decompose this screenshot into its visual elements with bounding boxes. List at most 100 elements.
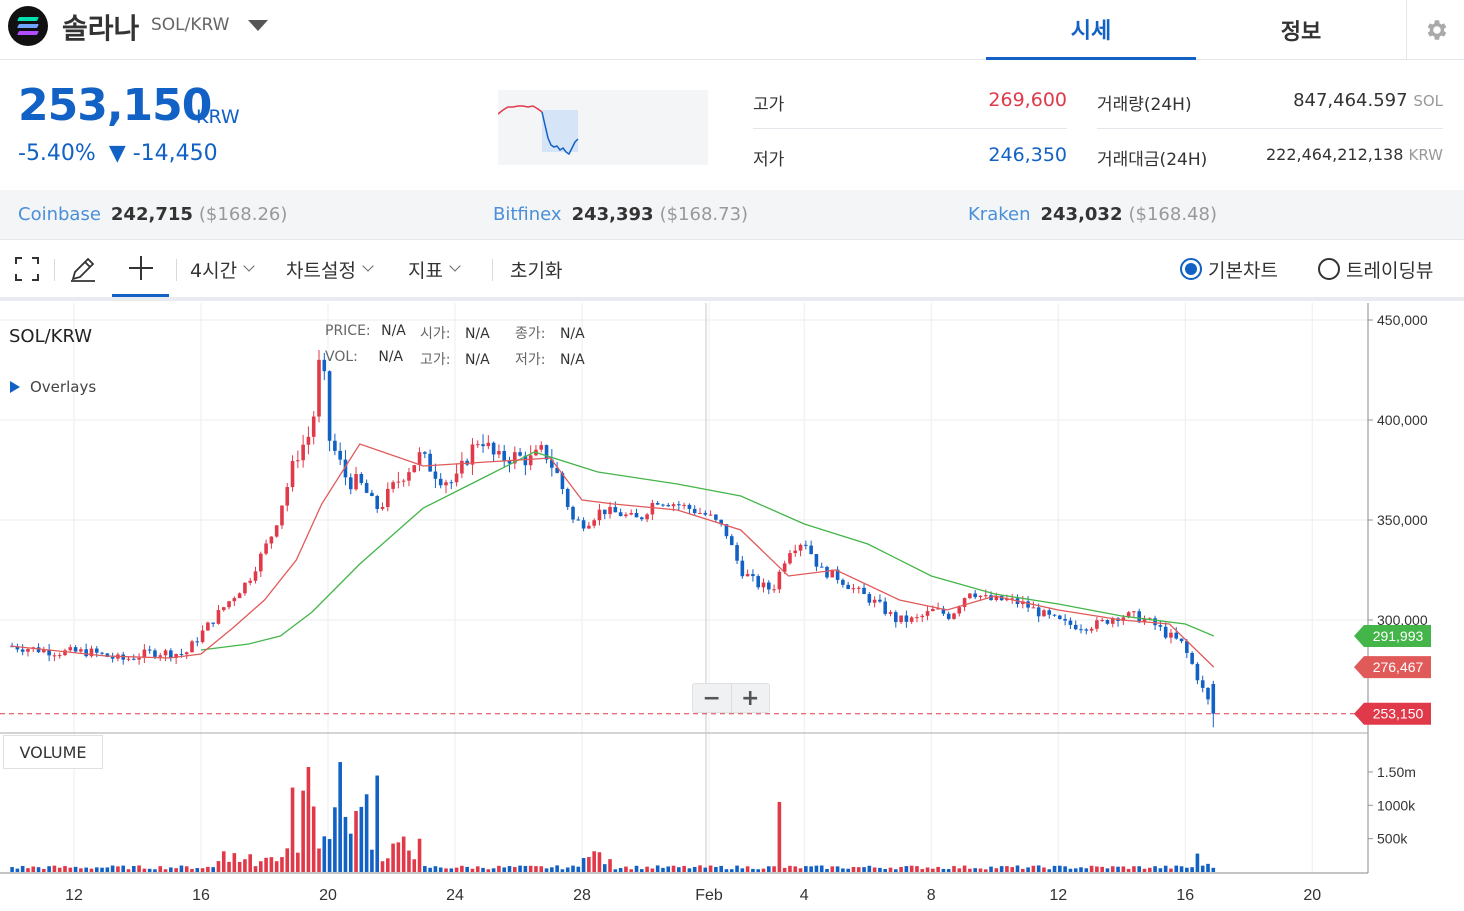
volume-bar xyxy=(338,762,342,872)
candle-body xyxy=(1185,641,1189,653)
chevron-down-icon xyxy=(362,260,374,272)
candle-body xyxy=(761,582,766,588)
volume-bar xyxy=(618,867,623,872)
price-chart[interactable]: 12 16 20 24 28 Feb 4 8 12 16 20 450,000 400,000 350,0… xyxy=(0,303,1464,911)
reset-button[interactable]: 초기화 xyxy=(510,259,563,282)
volume-bar xyxy=(343,816,348,872)
tab-market[interactable]: 시세 xyxy=(986,0,1196,60)
volume-bar xyxy=(47,866,51,872)
draw-button[interactable] xyxy=(68,241,98,297)
candle-body xyxy=(920,615,925,618)
volume-bar xyxy=(84,867,88,872)
volume-bar xyxy=(454,867,459,872)
chart-settings-dropdown[interactable]: 차트설정 xyxy=(286,241,374,297)
candle-body xyxy=(401,480,406,482)
chevron-down-icon xyxy=(449,260,461,272)
candle-body xyxy=(862,587,866,595)
volume-bar xyxy=(867,865,872,872)
candle-body xyxy=(174,654,178,659)
candle-body xyxy=(290,461,295,488)
candle-body xyxy=(26,649,30,652)
fullscreen-button[interactable] xyxy=(14,241,40,297)
candle-body xyxy=(221,607,226,611)
volume-bar xyxy=(110,865,115,872)
coin-dropdown-icon[interactable] xyxy=(248,20,268,31)
candle-body xyxy=(1026,601,1030,608)
volume-bar xyxy=(15,868,20,872)
price-tag-label: 291,993 xyxy=(1373,628,1424,644)
volume-bar xyxy=(370,849,374,872)
volume-bar xyxy=(57,867,62,872)
chart-canvas[interactable]: 12 16 20 24 28 Feb 4 8 12 16 20 450,000 400,000 350,0… xyxy=(0,303,1464,911)
volume-bar xyxy=(957,868,962,872)
volume-bar xyxy=(1200,865,1205,872)
candle-body xyxy=(158,655,163,657)
volume-bar xyxy=(851,867,856,872)
volume-bar xyxy=(174,868,178,872)
volume-bar xyxy=(221,851,226,872)
crosshair-button[interactable] xyxy=(112,241,169,297)
volume-bar xyxy=(460,865,464,872)
candle-body xyxy=(444,482,448,486)
volume-bar xyxy=(327,839,332,872)
candle-body xyxy=(142,649,147,658)
interval-dropdown[interactable]: 4시간 xyxy=(190,241,255,297)
overlays-toggle[interactable]: Overlays xyxy=(10,378,96,396)
candle-body xyxy=(1079,629,1083,631)
volume-bar xyxy=(893,869,898,872)
volume-bar xyxy=(105,867,110,872)
zoom-out-button[interactable]: − xyxy=(693,684,732,712)
candle-body xyxy=(867,594,872,603)
candle-body xyxy=(523,455,528,466)
volume-bar xyxy=(602,864,607,872)
candle-body xyxy=(285,487,290,506)
overlays-label: Overlays xyxy=(30,378,97,396)
candle-body xyxy=(370,492,374,497)
volume-bar xyxy=(909,865,914,872)
settings-button[interactable] xyxy=(1406,0,1464,60)
candle-body xyxy=(899,615,903,623)
legend-value: N/A xyxy=(464,352,490,368)
volume-bar xyxy=(925,867,930,872)
x-tick-label: 4 xyxy=(800,887,809,904)
candle-body xyxy=(163,650,168,656)
volume-bar xyxy=(804,866,808,872)
coin-pair[interactable]: SOL/KRW xyxy=(151,15,230,35)
candle-body xyxy=(793,550,798,554)
y-tick-label: 300,000 xyxy=(1377,612,1428,628)
volume-bar xyxy=(624,866,628,872)
pencil-icon xyxy=(71,257,95,282)
volume-bar xyxy=(1015,865,1020,872)
volume-bar xyxy=(534,866,538,872)
basic-chart-radio[interactable]: 기본차트 xyxy=(1180,241,1278,297)
tradingview-radio[interactable]: 트레이딩뷰 xyxy=(1318,241,1433,297)
candle-body xyxy=(634,513,639,518)
candle-body xyxy=(798,544,803,551)
volume-bar xyxy=(407,850,411,872)
candle-body xyxy=(348,477,353,490)
candle-body xyxy=(1058,615,1062,620)
volume-bar xyxy=(380,861,385,872)
candle-body xyxy=(36,647,41,653)
candle-body xyxy=(751,574,755,577)
volume-bar xyxy=(137,865,141,872)
zoom-in-button[interactable]: + xyxy=(741,685,760,711)
candle-body xyxy=(1195,663,1200,681)
volume-bar xyxy=(385,858,390,872)
coin-name[interactable]: 솔라나 xyxy=(62,12,140,45)
candle-body xyxy=(957,607,962,614)
candle-body xyxy=(1190,652,1194,664)
volume-bar xyxy=(401,836,406,872)
candle-body xyxy=(1163,626,1168,638)
indicators-dropdown[interactable]: 지표 xyxy=(408,241,461,297)
tab-info[interactable]: 정보 xyxy=(1280,20,1322,45)
volume-bar xyxy=(42,868,46,872)
volume-bar xyxy=(290,787,295,872)
price-tag xyxy=(1354,656,1431,679)
volume-bar xyxy=(1095,866,1099,872)
volume-bar xyxy=(878,867,882,872)
candle-body xyxy=(872,599,877,603)
volume-bar xyxy=(116,866,120,872)
volume-label: 거래량(24H) xyxy=(1097,95,1192,115)
exchange-krw: 243,032 xyxy=(1040,204,1123,225)
